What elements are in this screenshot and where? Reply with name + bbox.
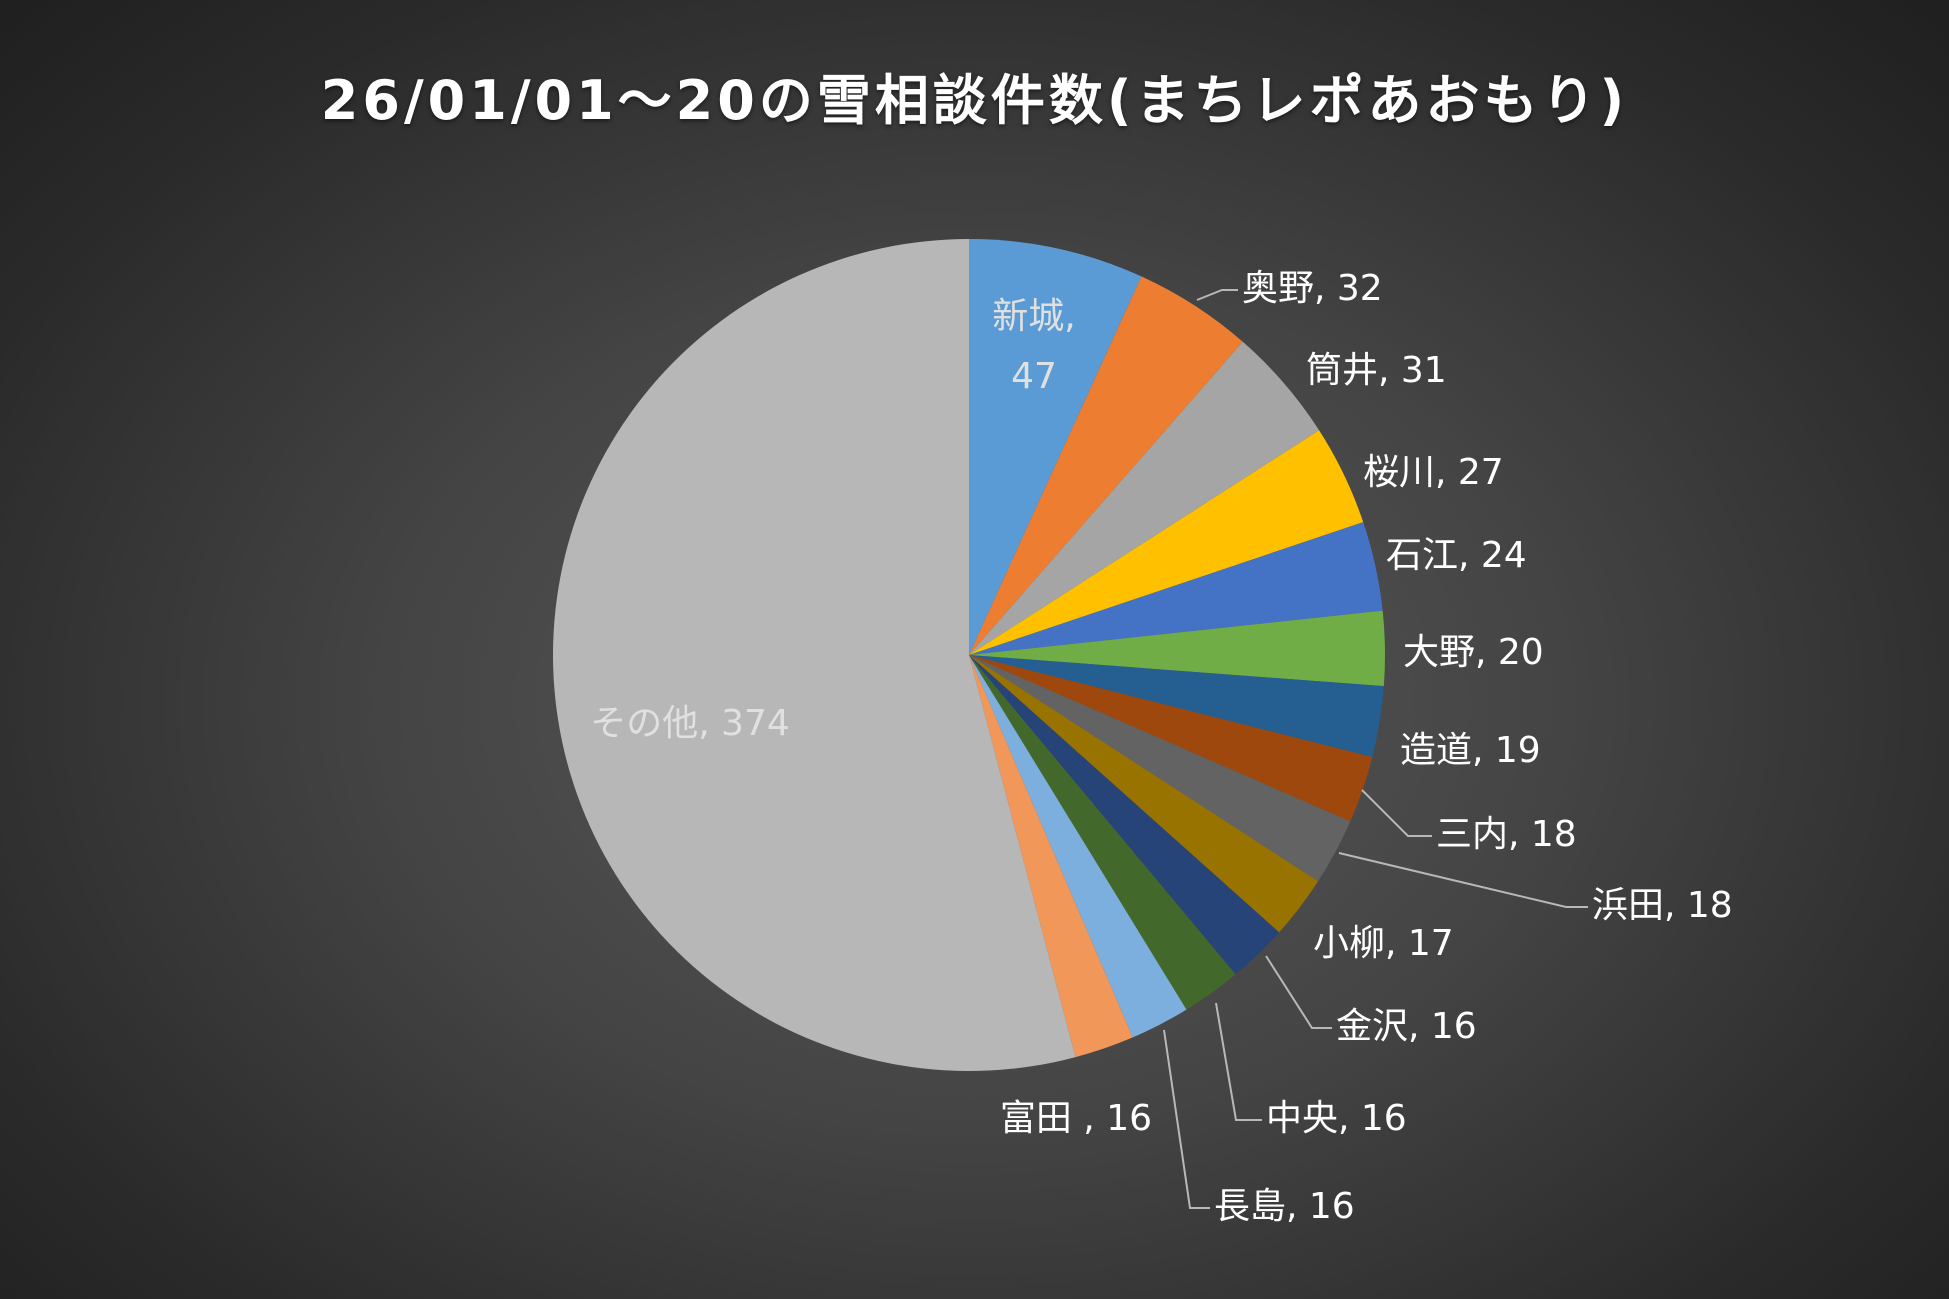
pie-slice-三内	[969, 655, 1373, 822]
chart-title: 26/01/01～20の雪相談件数(まちレポあおもり)	[320, 69, 1629, 132]
data-label-浜田: 浜田, 18	[1592, 885, 1733, 926]
data-label-金沢: 金沢, 16	[1336, 1006, 1477, 1047]
data-label-造道: 造道, 19	[1400, 730, 1541, 771]
pie-slice-長島	[969, 655, 1187, 1038]
pie-slice-浜田	[969, 655, 1351, 882]
data-label-石江: 石江, 24	[1386, 535, 1527, 576]
leader-line-奥野	[1196, 289, 1238, 301]
pie-slice-金沢	[969, 655, 1280, 975]
pie-slice-桜川	[969, 430, 1364, 655]
data-label-長島: 長島, 16	[1214, 1186, 1355, 1227]
pie-slice-富田	[969, 655, 1133, 1058]
pie-slice-中央	[969, 655, 1236, 1010]
pie-slice-新城	[969, 239, 1142, 655]
pie-slice-小柳	[969, 655, 1319, 933]
pie-slice-筒井	[969, 341, 1320, 655]
data-labels: 新城, 47 奥野, 32 筒井, 31 桜川, 27 石江, 24 大野, 20 造道, 1…	[590, 268, 1733, 1227]
data-label-中央: 中央, 16	[1266, 1098, 1407, 1139]
data-label-富田: 富田 , 16	[1000, 1098, 1152, 1139]
pie-slice-石江	[969, 522, 1383, 655]
pie-slice-その他	[553, 239, 1076, 1071]
pie-slices	[553, 239, 1386, 1071]
leader-line-中央	[1215, 1002, 1262, 1121]
data-label-三内: 三内, 18	[1436, 814, 1577, 855]
leader-line-金沢	[1265, 955, 1332, 1029]
leader-line-浜田	[1338, 852, 1588, 908]
leader-line-三内	[1361, 789, 1432, 837]
data-label-大野: 大野, 20	[1403, 632, 1544, 673]
data-label-新城: 47	[1011, 356, 1057, 397]
data-label-新城: 新城,	[992, 296, 1075, 337]
pie-slice-造道	[969, 655, 1384, 758]
data-label-桜川: 桜川, 27	[1363, 452, 1504, 493]
data-label-その他: その他, 374	[590, 703, 790, 744]
pie-slice-奥野	[969, 276, 1243, 655]
data-label-奥野: 奥野, 32	[1242, 268, 1383, 309]
data-label-小柳: 小柳, 17	[1313, 923, 1454, 964]
leader-line-長島	[1163, 1029, 1210, 1209]
data-label-筒井: 筒井, 31	[1306, 350, 1447, 391]
leader-lines	[1163, 289, 1588, 1209]
pie-slice-大野	[969, 610, 1386, 687]
